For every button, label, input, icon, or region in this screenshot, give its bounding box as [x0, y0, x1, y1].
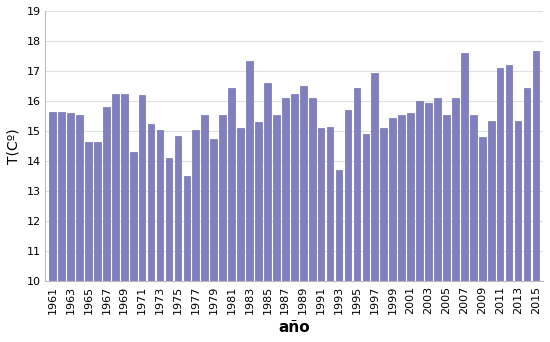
Bar	[452, 98, 459, 281]
Bar	[201, 115, 208, 281]
Bar	[291, 94, 298, 281]
Bar	[425, 103, 432, 281]
Bar	[282, 98, 289, 281]
Bar	[398, 115, 405, 281]
Bar	[130, 152, 136, 281]
Bar	[479, 137, 486, 281]
Bar	[103, 107, 109, 281]
Bar	[246, 61, 253, 281]
Bar	[166, 158, 172, 281]
Bar	[67, 113, 74, 281]
Bar	[121, 94, 128, 281]
Bar	[112, 94, 119, 281]
Bar	[515, 121, 521, 281]
Bar	[345, 110, 351, 281]
Bar	[497, 68, 503, 281]
Bar	[58, 111, 65, 281]
Bar	[354, 88, 360, 281]
Bar	[309, 98, 316, 281]
Bar	[174, 135, 182, 281]
Bar	[461, 53, 468, 281]
Bar	[362, 134, 369, 281]
Bar	[371, 73, 378, 281]
X-axis label: año: año	[278, 320, 310, 335]
Bar	[184, 176, 190, 281]
Bar	[76, 115, 83, 281]
Bar	[443, 115, 450, 281]
Bar	[488, 121, 494, 281]
Bar	[237, 128, 244, 281]
Bar	[50, 111, 56, 281]
Bar	[148, 123, 155, 281]
Bar	[336, 170, 342, 281]
Bar	[210, 139, 217, 281]
Bar	[300, 86, 306, 281]
Bar	[381, 128, 387, 281]
Bar	[139, 95, 146, 281]
Bar	[389, 118, 396, 281]
Bar	[524, 88, 530, 281]
Bar	[327, 127, 333, 281]
Y-axis label: T(Cº): T(Cº)	[7, 128, 21, 164]
Bar	[407, 113, 414, 281]
Bar	[264, 83, 271, 281]
Bar	[416, 101, 423, 281]
Bar	[219, 115, 226, 281]
Bar	[470, 115, 477, 281]
Bar	[228, 88, 235, 281]
Bar	[85, 142, 92, 281]
Bar	[532, 52, 539, 281]
Bar	[94, 142, 101, 281]
Bar	[318, 128, 324, 281]
Bar	[505, 65, 513, 281]
Bar	[434, 98, 441, 281]
Bar	[273, 115, 280, 281]
Bar	[157, 130, 163, 281]
Bar	[255, 122, 262, 281]
Bar	[192, 130, 199, 281]
